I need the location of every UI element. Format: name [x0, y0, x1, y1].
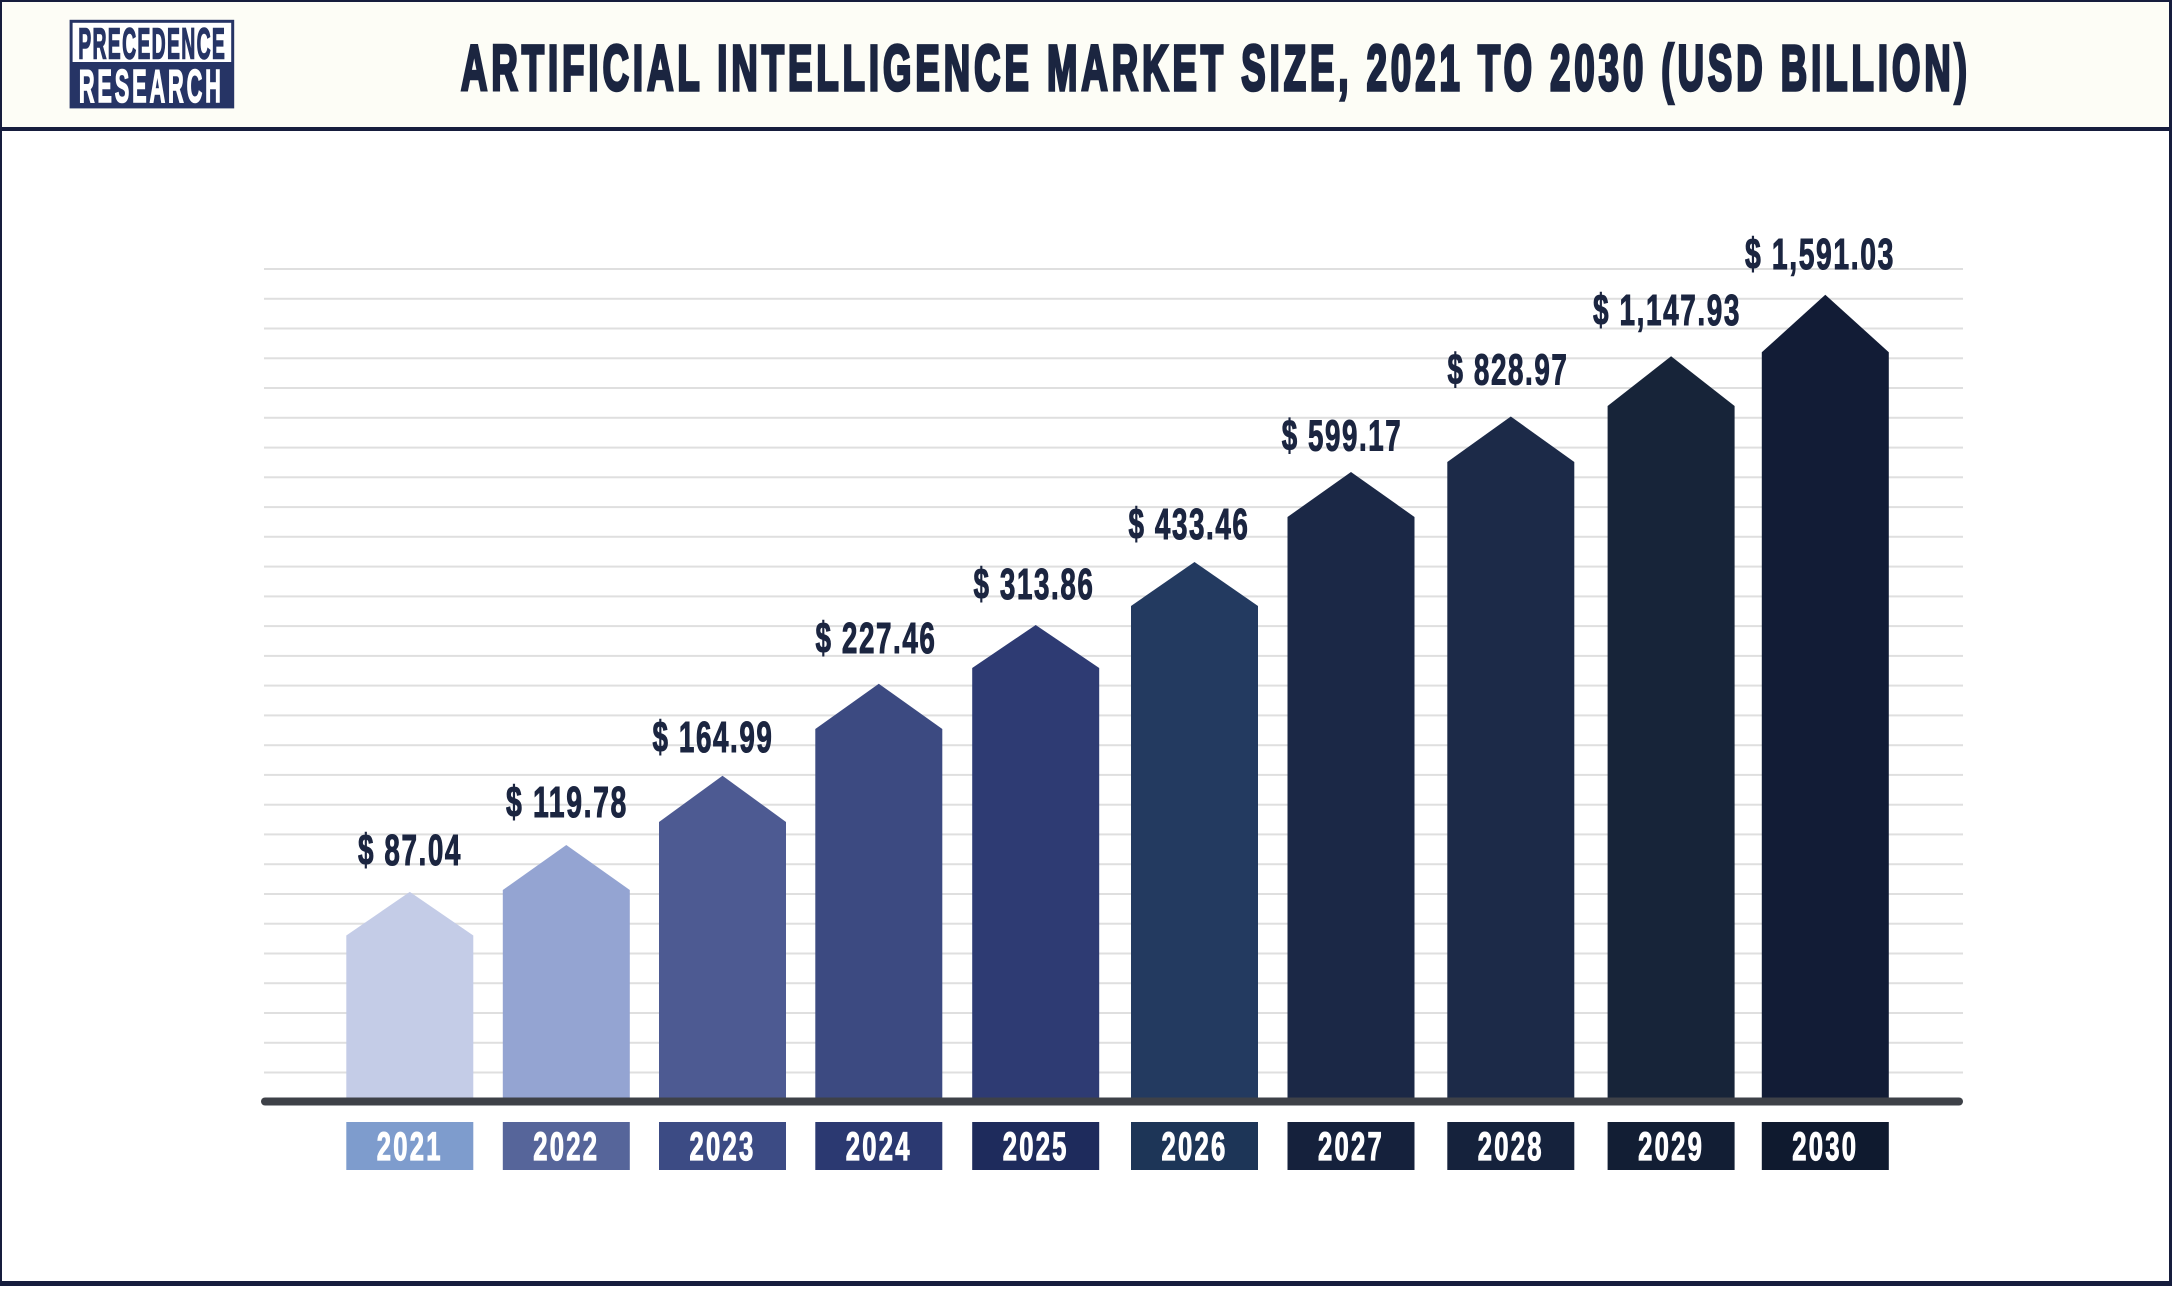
svg-text:$ 87.04: $ 87.04	[358, 826, 462, 875]
svg-text:$ 313.86: $ 313.86	[974, 560, 1095, 609]
svg-text:2023: 2023	[690, 1125, 756, 1169]
svg-text:2026: 2026	[1162, 1125, 1228, 1169]
svg-text:$ 599.17: $ 599.17	[1282, 411, 1402, 460]
svg-text:2027: 2027	[1318, 1125, 1384, 1169]
svg-text:$ 1,591.03: $ 1,591.03	[1745, 230, 1895, 279]
svg-text:2029: 2029	[1638, 1125, 1704, 1169]
svg-text:RESEARCH: RESEARCH	[79, 60, 224, 112]
svg-text:$ 227.46: $ 227.46	[816, 614, 937, 663]
svg-text:PRECEDENCE: PRECEDENCE	[78, 19, 226, 68]
svg-text:$ 164.99: $ 164.99	[653, 713, 774, 762]
svg-text:$ 828.97: $ 828.97	[1448, 345, 1569, 394]
svg-text:2022: 2022	[533, 1125, 599, 1169]
svg-text:ARTIFICIAL INTELLIGENCE MARKET: ARTIFICIAL INTELLIGENCE MARKET SIZE, 202…	[461, 33, 1971, 104]
svg-text:$ 433.46: $ 433.46	[1129, 500, 1250, 549]
svg-text:2030: 2030	[1792, 1125, 1858, 1169]
svg-text:2024: 2024	[846, 1125, 912, 1169]
svg-text:$ 1,147.93: $ 1,147.93	[1593, 286, 1741, 335]
svg-text:2025: 2025	[1003, 1125, 1069, 1169]
svg-text:2021: 2021	[377, 1125, 443, 1169]
svg-text:2028: 2028	[1478, 1125, 1544, 1169]
svg-text:$ 119.78: $ 119.78	[506, 777, 628, 827]
